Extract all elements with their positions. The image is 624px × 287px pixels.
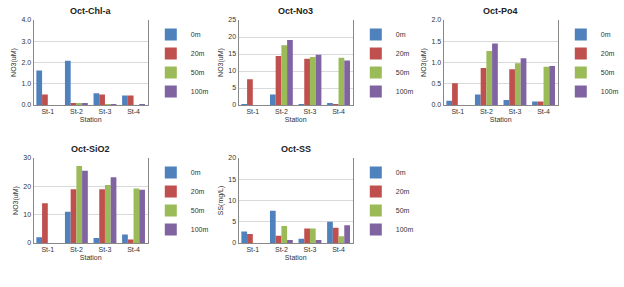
svg-text:0m: 0m xyxy=(191,169,201,176)
svg-text:15: 15 xyxy=(228,176,236,183)
svg-text:0.5: 0.5 xyxy=(431,80,441,87)
svg-text:Oct-Po4: Oct-Po4 xyxy=(483,6,518,16)
svg-text:St-4: St-4 xyxy=(332,246,345,253)
svg-text:St-4: St-4 xyxy=(127,246,140,253)
svg-text:St-2: St-2 xyxy=(480,108,493,115)
svg-text:50m: 50m xyxy=(191,69,205,76)
svg-text:4.0: 4.0 xyxy=(21,16,31,23)
svg-text:100m: 100m xyxy=(191,226,209,233)
svg-text:St-2: St-2 xyxy=(70,108,83,115)
svg-text:10: 10 xyxy=(23,211,31,218)
svg-text:50m: 50m xyxy=(191,207,205,214)
svg-text:NO3(uM): NO3(uM) xyxy=(217,48,225,77)
svg-text:St-3: St-3 xyxy=(99,246,112,253)
svg-text:Oct-Chl-a: Oct-Chl-a xyxy=(70,6,111,16)
svg-text:Oct-No3: Oct-No3 xyxy=(278,6,313,16)
svg-text:0.0: 0.0 xyxy=(431,101,441,108)
svg-text:15: 15 xyxy=(228,50,236,57)
svg-text:St-2: St-2 xyxy=(70,246,83,253)
svg-text:100m: 100m xyxy=(601,88,619,95)
svg-text:20: 20 xyxy=(23,183,31,190)
svg-text:St-2: St-2 xyxy=(275,246,288,253)
svg-text:SS(mg/L): SS(mg/L) xyxy=(217,186,225,216)
svg-text:St-2: St-2 xyxy=(275,108,288,115)
svg-text:20m: 20m xyxy=(396,50,410,57)
svg-text:Station: Station xyxy=(285,116,307,123)
svg-text:20: 20 xyxy=(228,154,236,161)
svg-text:5: 5 xyxy=(232,84,236,91)
svg-text:20m: 20m xyxy=(396,188,410,195)
svg-text:St-3: St-3 xyxy=(304,246,317,253)
svg-text:0: 0 xyxy=(232,101,236,108)
svg-text:25: 25 xyxy=(228,16,236,23)
svg-text:St-4: St-4 xyxy=(332,108,345,115)
svg-text:20m: 20m xyxy=(191,188,205,195)
svg-text:5: 5 xyxy=(232,218,236,225)
svg-text:1.0: 1.0 xyxy=(21,80,31,87)
svg-text:1.0: 1.0 xyxy=(431,59,441,66)
svg-text:NO3(uM): NO3(uM) xyxy=(420,48,428,77)
svg-text:10: 10 xyxy=(228,197,236,204)
svg-text:2.0: 2.0 xyxy=(21,59,31,66)
svg-text:30: 30 xyxy=(23,154,31,161)
svg-text:St-1: St-1 xyxy=(41,246,54,253)
svg-text:100m: 100m xyxy=(396,88,414,95)
svg-text:Oct-SS: Oct-SS xyxy=(281,144,311,154)
svg-text:0m: 0m xyxy=(601,31,611,38)
svg-text:St-1: St-1 xyxy=(451,108,464,115)
svg-text:20m: 20m xyxy=(601,50,615,57)
svg-text:St-1: St-1 xyxy=(246,108,259,115)
svg-text:20m: 20m xyxy=(191,50,205,57)
svg-text:St-4: St-4 xyxy=(537,108,550,115)
svg-text:3.0: 3.0 xyxy=(21,38,31,45)
svg-text:1.5: 1.5 xyxy=(431,38,441,45)
svg-text:100m: 100m xyxy=(396,226,414,233)
svg-text:St-3: St-3 xyxy=(304,108,317,115)
svg-text:0: 0 xyxy=(27,239,31,246)
svg-text:0m: 0m xyxy=(396,169,406,176)
svg-text:50m: 50m xyxy=(601,69,615,76)
svg-text:20: 20 xyxy=(228,33,236,40)
svg-text:St-4: St-4 xyxy=(127,108,140,115)
svg-text:St-1: St-1 xyxy=(246,246,259,253)
svg-text:50m: 50m xyxy=(396,69,410,76)
svg-text:50m: 50m xyxy=(396,207,410,214)
svg-text:0.0: 0.0 xyxy=(21,101,31,108)
svg-text:NO3(uM): NO3(uM) xyxy=(12,186,20,215)
svg-text:Oct-SiO2: Oct-SiO2 xyxy=(71,144,110,154)
svg-text:2.0: 2.0 xyxy=(431,16,441,23)
svg-text:Station: Station xyxy=(490,116,512,123)
svg-text:St-3: St-3 xyxy=(99,108,112,115)
svg-text:Station: Station xyxy=(285,254,307,261)
svg-text:Station: Station xyxy=(80,116,102,123)
svg-text:0m: 0m xyxy=(191,31,201,38)
svg-text:10: 10 xyxy=(228,67,236,74)
svg-text:100m: 100m xyxy=(191,88,209,95)
svg-text:0: 0 xyxy=(232,239,236,246)
svg-text:NO3(uM): NO3(uM) xyxy=(10,48,18,77)
svg-text:Station: Station xyxy=(80,254,102,261)
svg-text:St-3: St-3 xyxy=(509,108,522,115)
svg-text:0m: 0m xyxy=(396,31,406,38)
svg-text:St-1: St-1 xyxy=(41,108,54,115)
